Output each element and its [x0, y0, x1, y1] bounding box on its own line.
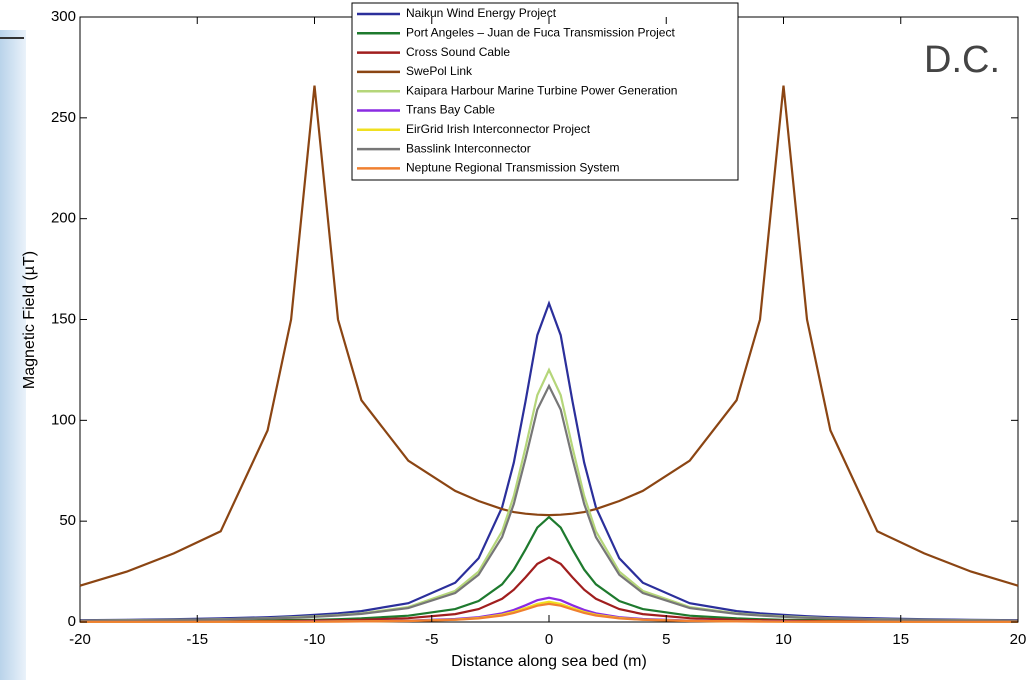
series-line: [79, 300, 1019, 622]
annotation: D.C.: [924, 39, 1000, 81]
series-line: [79, 85, 1019, 587]
x-tick-label: 10: [775, 631, 792, 648]
x-tick-label: 15: [892, 631, 909, 648]
series-line: [79, 383, 1019, 622]
series-line: [80, 602, 1018, 623]
legend: [351, 2, 739, 181]
x-tick-label: -15: [186, 631, 208, 648]
x-tick-label: -5: [425, 631, 438, 648]
y-tick-label: 300: [51, 8, 76, 25]
legend-label: Kaipara Harbour Marine Turbine Power Gen…: [406, 83, 677, 97]
legend-label: SwePol Link: [406, 64, 473, 78]
y-tick-label: 200: [51, 210, 76, 227]
y-tick-label: 250: [51, 109, 76, 126]
x-tick-label: 20: [1010, 631, 1027, 648]
x-tick-label: -20: [69, 631, 91, 648]
legend-label: Trans Bay Cable: [406, 103, 495, 117]
y-tick-label: 150: [51, 310, 76, 327]
legend-label: EirGrid Irish Interconnector Project: [406, 122, 591, 136]
lines: [79, 85, 1019, 623]
y-tick-label: 0: [68, 613, 76, 630]
x-tick-label: 0: [545, 631, 553, 648]
legend-label: Naikun Wind Energy Project: [406, 6, 557, 20]
legend-label: Port Angeles – Juan de Fuca Transmission…: [406, 25, 675, 39]
background-strip: [0, 30, 26, 680]
legend-label: Cross Sound Cable: [406, 45, 510, 59]
x-tick-label: -10: [304, 631, 326, 648]
x-tick-label: 5: [662, 631, 670, 648]
legend-label: Basslink Interconnector: [406, 141, 531, 155]
y-tick-label: 50: [59, 512, 76, 529]
x-axis-label: Distance along sea bed (m): [451, 653, 647, 670]
y-tick-label: 100: [51, 411, 76, 428]
y-axis-label: Magnetic Field (µT): [21, 251, 38, 389]
legend-label: Neptune Regional Transmission System: [406, 161, 619, 175]
